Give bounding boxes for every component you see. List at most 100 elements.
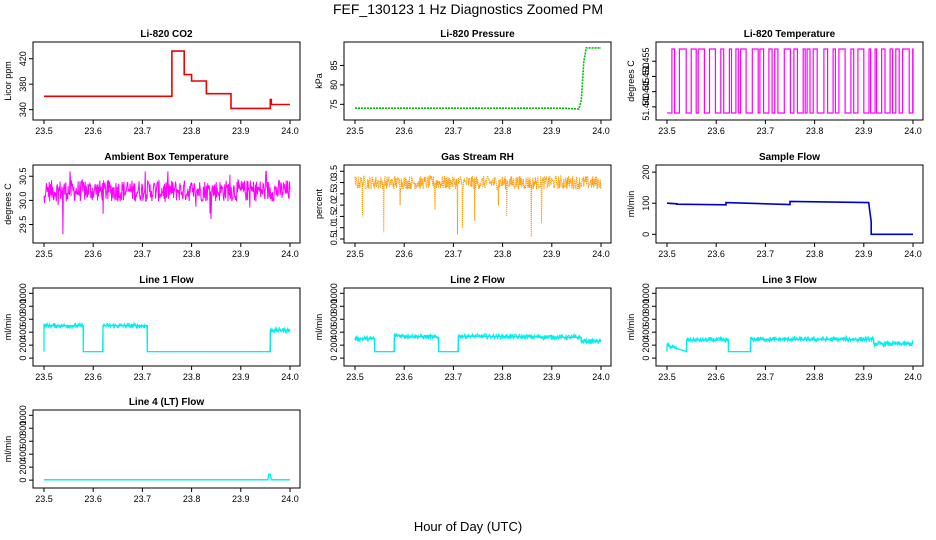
- y-tick-label: 0: [641, 356, 651, 361]
- series-line: [666, 48, 914, 114]
- x-tick-label: 23.6: [707, 372, 725, 382]
- y-tick-label: 200: [641, 338, 651, 353]
- y-axis-label: degrees C: [3, 183, 13, 225]
- plot-frame: [32, 164, 301, 244]
- y-tick-label: 400: [641, 325, 651, 340]
- y-tick-label: 600: [329, 312, 339, 327]
- chart-panels: Li-820 CO2 Licor ppm 23.5 23.6 23.7 23.8 23.9 2…: [3, 29, 924, 504]
- x-tick-label: 23.8: [183, 372, 201, 382]
- x-tick-label: 23.7: [445, 372, 463, 382]
- chart-panel-3: Li-820 Temperature degrees C 23.5 23.6 23.7 2…: [626, 29, 924, 136]
- y-axis-label: ml/min: [626, 314, 636, 341]
- plot-frame: [32, 287, 301, 367]
- x-tick-label: 23.5: [35, 372, 53, 382]
- chart-panel-9: Line 3 Flow ml/min 23.5 23.6 23.7 23.8 23.9 24.…: [626, 275, 924, 382]
- y-tick-label: 200: [18, 338, 28, 353]
- x-tick-label: 24.0: [592, 126, 610, 136]
- y-tick-label: 1.5: [329, 210, 339, 223]
- series-line: [44, 473, 290, 481]
- data-series: [44, 473, 290, 481]
- panel-title: Line 1 Flow: [139, 275, 194, 286]
- plot-frame: [343, 41, 612, 121]
- x-tick-label: 23.8: [806, 249, 824, 259]
- x-tick-label: 23.6: [84, 372, 102, 382]
- data-series: [354, 332, 602, 353]
- x-tick-label: 24.0: [904, 126, 922, 136]
- y-tick-label: 0: [18, 478, 28, 483]
- x-tick-label: 23.7: [757, 249, 775, 259]
- x-tick-label: 23.5: [35, 249, 53, 259]
- y-tick-label: 400: [18, 447, 28, 462]
- x-tick-label: 23.6: [395, 372, 413, 382]
- data-series: [666, 48, 914, 114]
- y-tick-label: 0.5: [329, 233, 339, 246]
- x-tick-label: 23.8: [494, 126, 512, 136]
- y-tick-label: 800: [18, 421, 28, 436]
- x-tick-label: 23.8: [183, 494, 201, 504]
- plot-frame: [343, 287, 612, 367]
- y-tick-label: 0: [18, 356, 28, 361]
- panel-title: Line 4 (LT) Flow: [129, 397, 205, 408]
- plot-frame: [343, 164, 612, 244]
- series-line: [43, 170, 291, 235]
- x-tick-label: 23.5: [346, 372, 364, 382]
- x-tick-label: 24.0: [592, 372, 610, 382]
- y-tick-label: 420: [18, 51, 28, 66]
- series-line: [44, 50, 290, 110]
- x-tick-label: 23.5: [35, 494, 53, 504]
- x-tick-label: 23.5: [658, 372, 676, 382]
- x-tick-label: 23.6: [395, 126, 413, 136]
- series-noise: [43, 321, 291, 353]
- x-tick-label: 23.6: [84, 494, 102, 504]
- y-tick-label: 80: [329, 80, 339, 90]
- y-tick-label: 600: [18, 434, 28, 449]
- plot-frame: [655, 41, 924, 121]
- x-tick-label: 23.8: [494, 249, 512, 259]
- y-tick-label: 1000: [329, 283, 339, 303]
- y-tick-label: 51.445: [641, 78, 651, 106]
- y-axis-label: kPa: [314, 73, 324, 89]
- y-tick-label: 400: [329, 325, 339, 340]
- x-tick-label: 23.9: [232, 494, 250, 504]
- plot-frame: [655, 287, 924, 367]
- y-tick-label: 30.0: [18, 192, 28, 210]
- y-tick-label: 85: [329, 60, 339, 70]
- x-tick-label: 24.0: [281, 494, 299, 504]
- x-tick-label: 23.6: [84, 249, 102, 259]
- data-series: [44, 50, 290, 110]
- x-tick-label: 23.5: [346, 249, 364, 259]
- data-series: [355, 47, 601, 110]
- y-tick-label: 0: [329, 356, 339, 361]
- y-tick-label: 400: [18, 325, 28, 340]
- chart-panel-5: Gas Stream RH percent 23.5 23.6 23.7 23.8 23.9…: [314, 152, 612, 259]
- x-tick-label: 23.5: [346, 126, 364, 136]
- chart-panel-10: Line 4 (LT) Flow ml/min 23.5 23.6 23.7 23.8 23…: [3, 397, 301, 504]
- y-tick-label: 200: [329, 338, 339, 353]
- chart-panel-8: Line 2 Flow ml/min 23.5 23.6 23.7 23.8 23.9 24.…: [314, 275, 612, 382]
- x-tick-label: 23.5: [658, 126, 676, 136]
- y-tick-label: 1.0: [329, 221, 339, 234]
- x-tick-label: 23.7: [134, 494, 152, 504]
- y-tick-label: 100: [641, 196, 651, 211]
- y-tick-label: 3.0: [329, 176, 339, 189]
- data-series: [666, 200, 913, 236]
- y-tick-label: 51.450: [641, 63, 651, 91]
- data-series: [666, 334, 914, 353]
- plot-frame: [655, 164, 924, 244]
- series-line: [355, 47, 601, 110]
- x-tick-label: 23.8: [806, 372, 824, 382]
- y-tick-label: 30.5: [18, 167, 28, 185]
- x-tick-label: 23.7: [757, 126, 775, 136]
- x-tick-label: 24.0: [904, 249, 922, 259]
- chart-panel-6: Sample Flow ml/min 23.5 23.6 23.7 23.8 23.9 24.…: [626, 152, 924, 259]
- y-axis-label: degrees C: [626, 60, 636, 102]
- y-tick-label: 2.5: [329, 188, 339, 201]
- panel-title: Li-820 Pressure: [440, 29, 515, 40]
- x-tick-label: 23.6: [395, 249, 413, 259]
- data-series: [43, 321, 291, 353]
- x-tick-label: 23.8: [494, 372, 512, 382]
- y-tick-label: 600: [18, 312, 28, 327]
- x-tick-label: 23.6: [707, 126, 725, 136]
- y-tick-label: 600: [641, 312, 651, 327]
- y-axis-label: ml/min: [3, 436, 13, 463]
